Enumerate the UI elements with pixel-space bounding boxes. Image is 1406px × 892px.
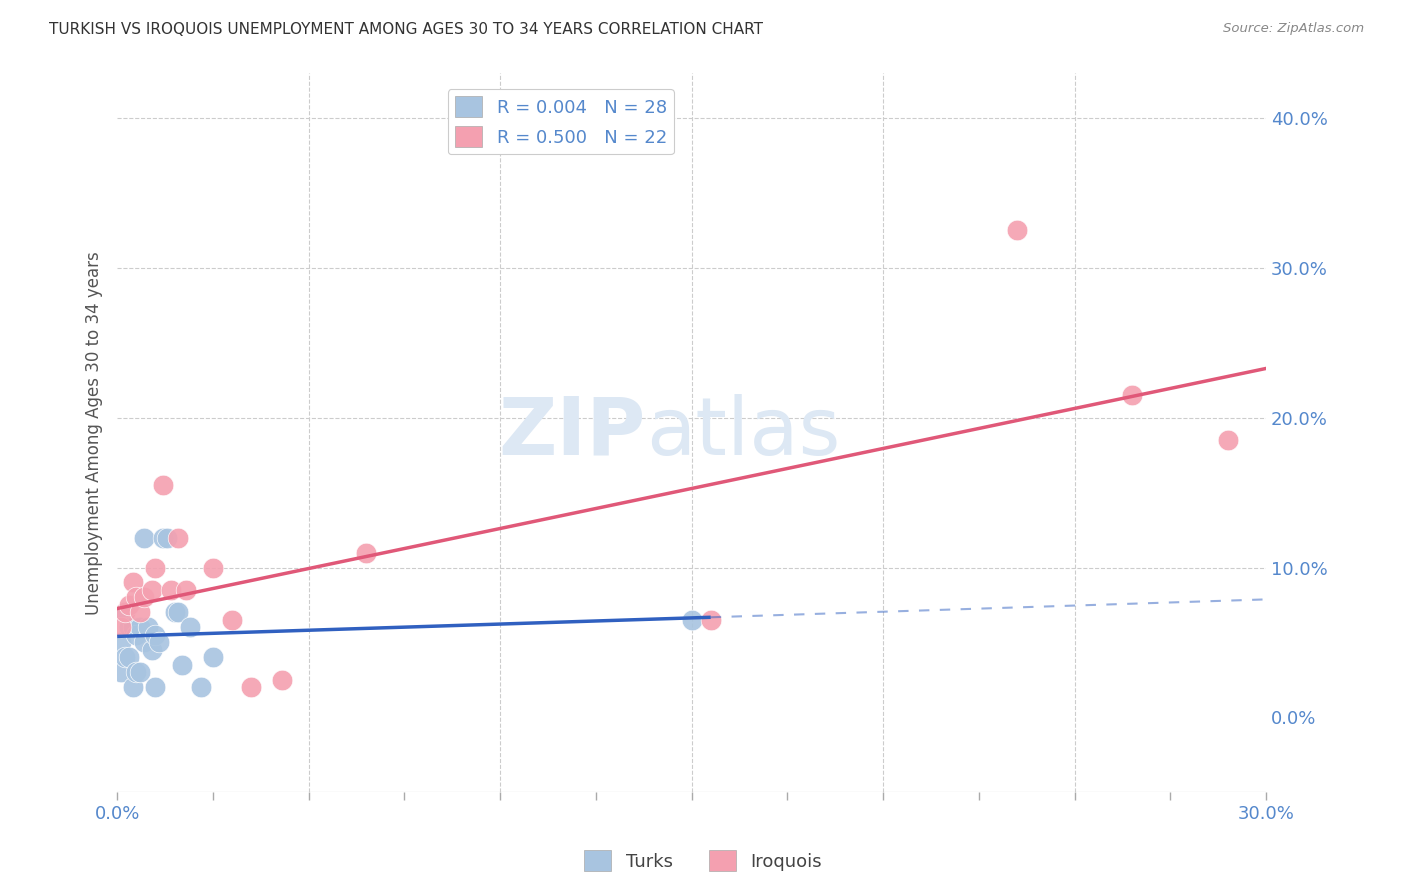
- Point: [270, 673, 292, 687]
- Point: [125, 628, 148, 642]
- Point: [159, 582, 181, 597]
- Point: [152, 478, 174, 492]
- Point: [125, 665, 148, 680]
- Point: [167, 531, 190, 545]
- Point: [141, 643, 163, 657]
- Point: [114, 650, 136, 665]
- Point: [190, 681, 212, 695]
- Text: TURKISH VS IROQUOIS UNEMPLOYMENT AMONG AGES 30 TO 34 YEARS CORRELATION CHART: TURKISH VS IROQUOIS UNEMPLOYMENT AMONG A…: [49, 22, 763, 37]
- Point: [129, 606, 152, 620]
- Point: [110, 620, 132, 634]
- Point: [121, 681, 143, 695]
- Point: [132, 591, 155, 605]
- Text: ZIP: ZIP: [498, 393, 645, 472]
- Point: [145, 681, 167, 695]
- Point: [240, 681, 263, 695]
- Point: [1216, 433, 1239, 447]
- Point: [110, 665, 132, 680]
- Point: [152, 531, 174, 545]
- Point: [141, 582, 163, 597]
- Point: [145, 560, 167, 574]
- Point: [354, 545, 377, 559]
- Point: [110, 635, 132, 649]
- Point: [114, 606, 136, 620]
- Point: [125, 591, 148, 605]
- Point: [201, 650, 224, 665]
- Point: [136, 620, 159, 634]
- Point: [1121, 388, 1143, 402]
- Point: [156, 531, 179, 545]
- Point: [163, 606, 186, 620]
- Point: [1005, 223, 1028, 237]
- Point: [118, 598, 141, 612]
- Point: [129, 620, 152, 634]
- Point: [132, 635, 155, 649]
- Point: [148, 635, 170, 649]
- Point: [172, 657, 194, 672]
- Point: [201, 560, 224, 574]
- Point: [174, 582, 197, 597]
- Legend: Turks, Iroquois: Turks, Iroquois: [576, 843, 830, 879]
- Point: [681, 613, 703, 627]
- Text: atlas: atlas: [645, 393, 839, 472]
- Text: Source: ZipAtlas.com: Source: ZipAtlas.com: [1223, 22, 1364, 36]
- Point: [145, 628, 167, 642]
- Point: [179, 620, 201, 634]
- Point: [700, 613, 723, 627]
- Point: [129, 665, 152, 680]
- Point: [114, 606, 136, 620]
- Point: [118, 620, 141, 634]
- Point: [132, 531, 155, 545]
- Point: [167, 606, 190, 620]
- Point: [121, 620, 143, 634]
- Point: [221, 613, 243, 627]
- Point: [121, 575, 143, 590]
- Point: [118, 650, 141, 665]
- Legend: R = 0.004   N = 28, R = 0.500   N = 22: R = 0.004 N = 28, R = 0.500 N = 22: [449, 89, 673, 154]
- Y-axis label: Unemployment Among Ages 30 to 34 years: Unemployment Among Ages 30 to 34 years: [86, 251, 103, 615]
